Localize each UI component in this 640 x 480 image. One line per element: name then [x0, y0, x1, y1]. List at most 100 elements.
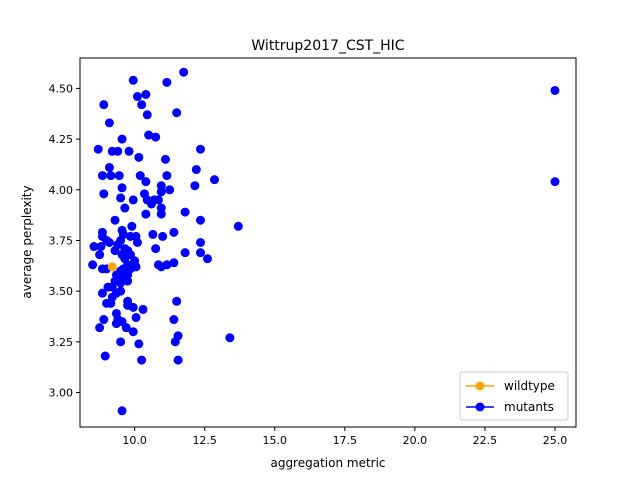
legend: wildtype mutants	[459, 371, 569, 421]
mutant-point	[102, 298, 112, 308]
mutant-point	[160, 154, 170, 164]
mutant-point	[180, 207, 190, 217]
x-tick-label: 17.5	[333, 434, 358, 447]
mutant-point	[116, 337, 126, 347]
mutant-point	[210, 175, 220, 185]
mutant-point	[195, 144, 205, 154]
mutant-point	[180, 248, 190, 258]
mutant-point	[113, 146, 123, 156]
mutant-point	[134, 339, 144, 349]
mutant-point	[550, 177, 560, 187]
y-tick-label: 4.25	[49, 133, 74, 146]
mutant-point	[550, 85, 560, 95]
mutant-point	[132, 92, 142, 102]
mutant-point	[103, 282, 113, 292]
mutant-point	[135, 171, 145, 181]
mutant-point	[170, 337, 180, 347]
mutant-point	[162, 77, 172, 87]
mutant-point	[128, 75, 138, 85]
legend-mutants-marker	[475, 402, 485, 412]
mutant-point	[130, 256, 140, 266]
mutant-point	[104, 118, 114, 128]
mutant-point	[156, 187, 166, 197]
mutant-point	[128, 195, 138, 205]
mutant-point	[203, 254, 213, 264]
x-tick-label: 15.0	[263, 434, 288, 447]
mutant-point	[169, 258, 179, 268]
mutant-point	[99, 189, 109, 199]
mutant-point	[169, 227, 179, 237]
legend-box	[459, 371, 569, 421]
x-tick-label: 12.5	[192, 434, 217, 447]
mutant-point	[121, 323, 131, 333]
chart-title: Wittrup2017_CST_HIC	[251, 38, 404, 54]
mutant-point	[138, 304, 148, 314]
mutant-point	[172, 296, 182, 306]
mutant-point	[99, 315, 109, 325]
mutant-point	[141, 89, 151, 99]
y-tick-label: 3.75	[49, 234, 74, 247]
legend-wildtype-marker	[475, 381, 485, 391]
mutant-point	[111, 319, 121, 329]
mutant-point	[137, 355, 147, 365]
y-tick-label: 4.50	[49, 82, 74, 95]
mutant-point	[116, 278, 126, 288]
mutant-point	[117, 406, 127, 416]
mutant-point	[88, 260, 98, 270]
mutant-point	[96, 242, 106, 252]
mutant-point	[141, 209, 151, 219]
mutant-point	[131, 313, 141, 323]
mutant-point	[117, 183, 127, 193]
mutant-point	[172, 108, 182, 118]
mutant-point	[165, 185, 175, 195]
mutant-point	[123, 276, 133, 286]
mutant-point	[153, 195, 163, 205]
mutant-point	[225, 333, 235, 343]
mutant-point	[97, 171, 107, 181]
mutant-point	[233, 221, 243, 231]
mutant-point	[137, 100, 147, 110]
mutant-point	[128, 327, 138, 337]
mutant-point	[124, 146, 134, 156]
mutant-point	[151, 132, 161, 142]
x-axis-label: aggregation metric	[270, 456, 385, 470]
x-tick-label: 25.0	[543, 434, 568, 447]
wildtype-point	[107, 262, 117, 272]
y-axis-ticks: 3.00 3.25 3.50 3.75 4.00 4.25 4.50	[49, 82, 80, 400]
y-tick-label: 3.00	[49, 387, 74, 400]
mutant-point	[116, 193, 126, 203]
legend-mutants-label: mutants	[504, 400, 554, 414]
mutant-point	[156, 203, 166, 213]
mutant-point	[99, 100, 109, 110]
mutant-point	[190, 181, 200, 191]
mutant-point	[95, 323, 105, 333]
mutant-point	[117, 134, 127, 144]
mutant-point	[151, 244, 161, 254]
mutant-point	[93, 144, 103, 154]
y-tick-label: 3.25	[49, 336, 74, 349]
y-tick-label: 4.00	[49, 184, 74, 197]
y-axis-label: average perplexity	[20, 185, 34, 298]
x-tick-label: 22.5	[473, 434, 498, 447]
x-tick-label: 10.0	[122, 434, 147, 447]
mutant-point	[173, 355, 183, 365]
mutant-point	[146, 199, 156, 209]
mutant-point	[132, 238, 142, 247]
mutant-point	[142, 110, 152, 120]
mutant-point	[179, 67, 189, 77]
mutant-point	[144, 130, 154, 140]
y-tick-label: 3.50	[49, 285, 74, 298]
mutant-point	[100, 351, 110, 361]
mutant-point	[148, 229, 158, 239]
mutant-point	[104, 162, 114, 172]
mutant-point	[141, 177, 151, 187]
mutant-point	[195, 215, 205, 225]
mutant-point	[195, 248, 205, 258]
data-points	[88, 67, 560, 416]
mutant-point	[110, 215, 120, 225]
x-tick-label: 20.0	[403, 434, 428, 447]
mutant-point	[110, 246, 120, 256]
mutant-point	[104, 238, 114, 247]
mutant-point	[162, 171, 172, 181]
